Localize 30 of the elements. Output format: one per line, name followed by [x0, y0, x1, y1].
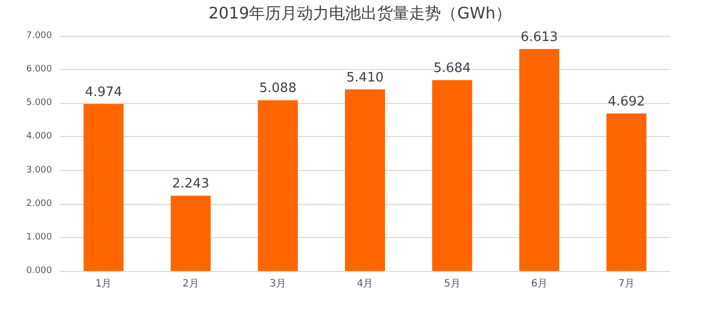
x-tick-label: 6月 — [531, 278, 548, 290]
data-label: 5.410 — [346, 70, 384, 86]
bar — [432, 80, 472, 271]
y-tick-label: 7.000 — [26, 31, 52, 41]
bar — [170, 196, 211, 271]
data-label: 2.243 — [172, 176, 210, 192]
bar — [519, 48, 560, 271]
x-tick-label: 7月 — [618, 278, 635, 290]
bar — [84, 104, 124, 271]
y-tick-label: 3.000 — [26, 165, 52, 176]
x-tick-label: 4月 — [356, 278, 374, 290]
data-label: 5.684 — [434, 61, 471, 76]
bar — [345, 89, 385, 271]
bar — [258, 100, 298, 271]
y-tick-label: 1.000 — [26, 232, 52, 242]
x-tick-label: 2月 — [182, 278, 199, 290]
x-tick-label: 3月 — [270, 278, 286, 290]
x-tick-label: 1月 — [95, 278, 112, 290]
data-label: 4.692 — [608, 94, 646, 110]
y-tick-label: 4.000 — [26, 132, 52, 142]
bar — [606, 113, 646, 271]
y-tick-label: 2.000 — [26, 198, 52, 209]
chart-title: 2019年历月动力电池出货量走势（GWh） — [208, 4, 512, 22]
y-tick-label: 0.000 — [26, 266, 52, 276]
data-label: 4.974 — [84, 85, 122, 100]
x-tick-label: 5月 — [444, 278, 460, 290]
data-label: 5.088 — [259, 81, 296, 96]
data-label: 6.613 — [520, 30, 558, 45]
y-tick-label: 6.000 — [26, 64, 52, 75]
y-tick-label: 5.000 — [26, 98, 52, 108]
